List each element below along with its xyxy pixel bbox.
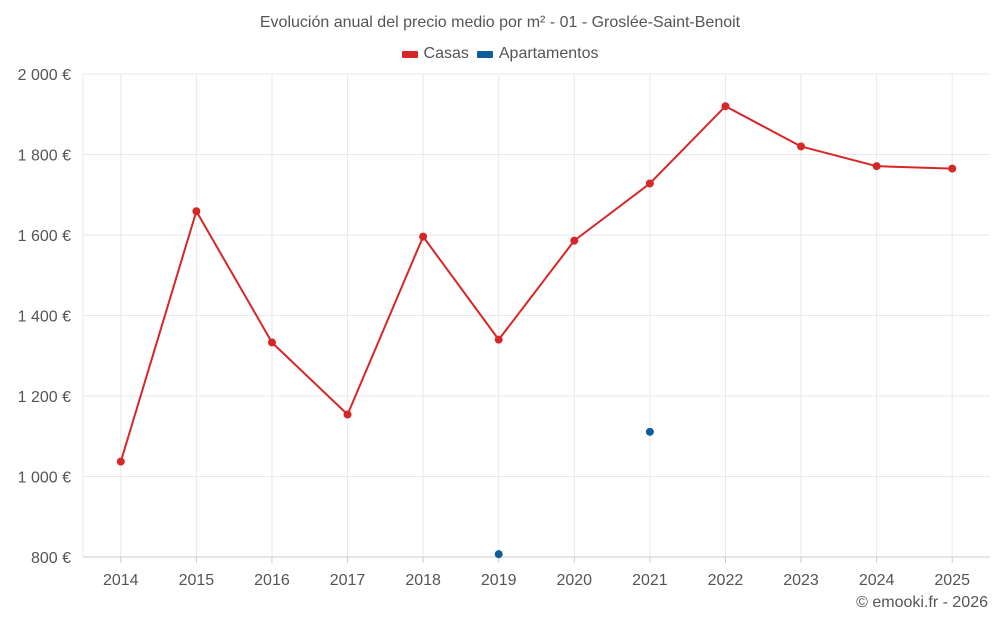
axes [83,556,990,563]
y-tick-label: 1 800 € [18,148,71,165]
data-point-casas[interactable] [797,142,806,151]
x-tick-label: 2022 [708,572,744,589]
y-tick-label: 1 000 € [18,470,71,487]
legend-swatch-casas [401,50,418,58]
x-tick-label: 2021 [632,572,668,589]
legend-swatch-apartamentos [476,50,493,58]
data-point-apartamentos[interactable] [645,427,654,436]
y-tick-label: 1 600 € [18,228,71,245]
data-point-casas[interactable] [570,236,579,245]
x-tick-label: 2015 [179,572,215,589]
data-point-casas[interactable] [116,457,125,466]
y-tick-label: 1 200 € [18,389,71,406]
y-axis-ticks: 800 € 1 000 € 1 200 € 1 400 € 1 600 € 1 800 €… [18,67,71,567]
x-tick-label: 2018 [405,572,441,589]
data-point-casas[interactable] [343,410,352,419]
data-point-casas[interactable] [721,102,730,111]
x-axis-ticks: 2014 2015 2016 2017 2018 2019 2020 2021 2022 2023… [103,572,970,589]
series-line-casas [119,105,953,462]
legend-label-casas: Casas [423,45,469,62]
x-tick-label: 2016 [254,572,290,589]
y-tick-label: 2 000 € [18,67,71,84]
data-point-casas[interactable] [267,338,276,347]
x-tick-label: 2024 [859,572,895,589]
legend-label-apartamentos: Apartamentos [498,45,599,62]
x-tick-label: 2023 [783,572,819,589]
x-tick-label: 2014 [103,572,139,589]
series-group [116,102,957,559]
data-point-casas[interactable] [948,164,957,173]
data-point-casas[interactable] [872,162,881,171]
credit-text: © emooki.fr - 2026 [856,594,988,611]
x-tick-label: 2020 [556,572,592,589]
data-point-apartamentos[interactable] [494,550,503,559]
legend: Casas Apartamentos [0,45,1000,63]
x-tick-label: 2025 [934,572,970,589]
x-tick-label: 2019 [481,572,517,589]
grid [82,73,990,558]
y-tick-label: 800 € [31,550,71,567]
legend-item-casas[interactable]: Casas [401,45,469,63]
y-tick-label: 1 400 € [18,309,71,326]
data-point-casas[interactable] [494,335,503,344]
data-point-casas[interactable] [645,179,654,188]
chart-title: Evolución anual del precio medio por m² … [259,14,741,31]
x-tick-label: 2017 [330,572,366,589]
legend-item-apartamentos[interactable]: Apartamentos [476,45,599,63]
data-point-casas[interactable] [192,207,201,216]
data-point-casas[interactable] [419,232,428,241]
